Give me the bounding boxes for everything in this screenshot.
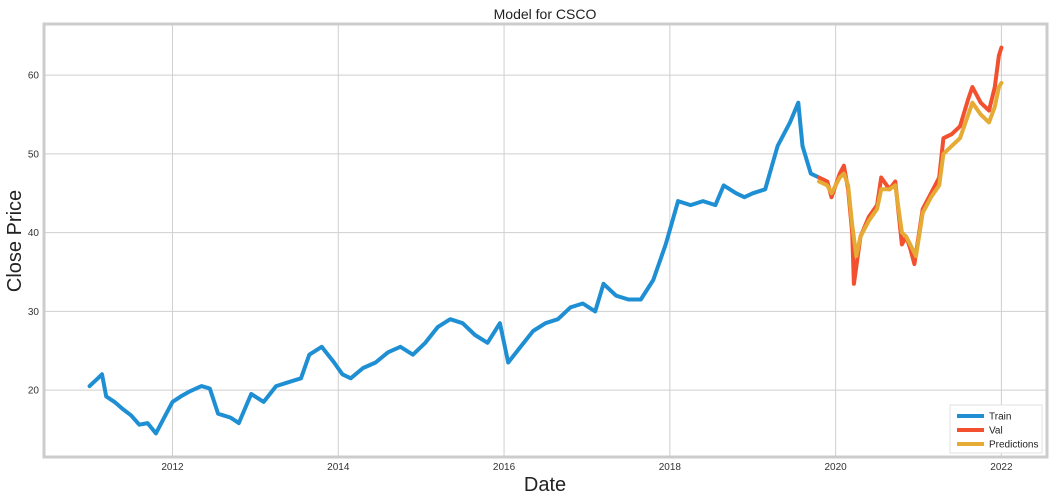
y-tick-label: 60 <box>28 71 40 82</box>
y-tick-label: 50 <box>28 149 40 160</box>
plot-frame <box>42 22 1049 459</box>
series-lines <box>87 45 1004 436</box>
y-tick-label: 30 <box>28 307 40 318</box>
legend: Train Val Predictions <box>949 404 1043 454</box>
series-line-predictions <box>817 81 1004 259</box>
series-line-train <box>87 100 821 436</box>
x-tick-label: 2020 <box>824 462 847 473</box>
y-tick-label: 20 <box>28 386 40 397</box>
legend-label-train: Train <box>989 412 1011 423</box>
y-axis-title: Close Price <box>4 190 26 292</box>
x-tick-label: 2016 <box>493 462 516 473</box>
chart-title: Model for CSCO <box>494 6 597 22</box>
tick-labels: 2012 2014 2016 2018 2020 2022 20 30 40 50 60 <box>28 71 1013 473</box>
x-tick-label: 2022 <box>990 462 1013 473</box>
legend-label-predictions: Predictions <box>989 440 1038 451</box>
grid-lines <box>44 24 1047 457</box>
x-tick-label: 2012 <box>161 462 184 473</box>
y-tick-label: 40 <box>28 228 40 239</box>
x-axis-title: Date <box>524 474 566 496</box>
legend-label-val: Val <box>989 426 1003 437</box>
x-tick-label: 2014 <box>327 462 350 473</box>
x-tick-label: 2018 <box>659 462 682 473</box>
